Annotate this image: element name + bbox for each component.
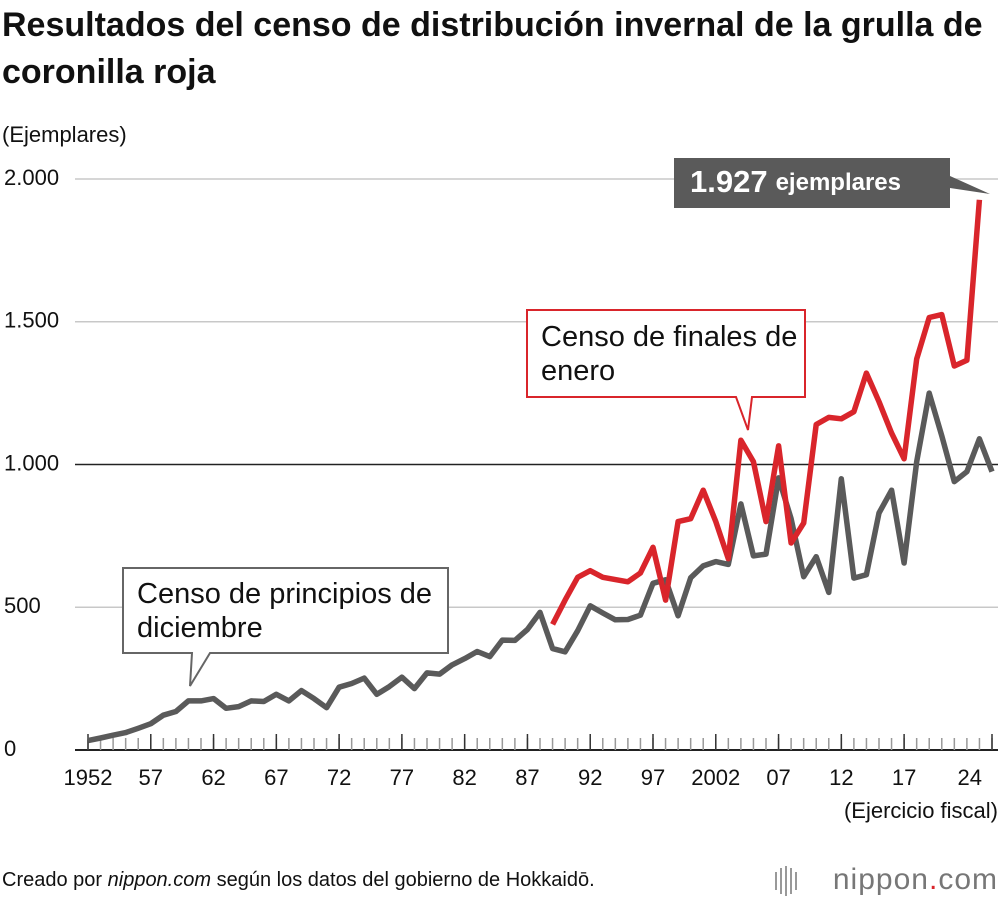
annotation-box [122, 567, 449, 687]
x-tick-label: 67 [264, 765, 288, 790]
series-line [550, 199, 983, 626]
lines [87, 199, 995, 744]
y-tick-label: 1.000 [4, 450, 59, 475]
y-tick-label: 2.000 [4, 165, 59, 190]
chart-title: Resultados del censo de distribución inv… [2, 6, 983, 91]
annotation: Censo de finales de enero [541, 321, 798, 387]
y-tick-label: 0 [4, 736, 16, 761]
callout-box [674, 158, 990, 208]
source-part: según los datos del gobierno de Hokkaidō… [211, 869, 595, 891]
annotation-box [526, 309, 806, 431]
x-tick-label: 2002 [691, 765, 740, 790]
x-tick-label: 1952 [64, 765, 113, 790]
source-part: nippon.com [108, 869, 211, 891]
x-tick-label: 57 [139, 765, 163, 790]
title-box: Resultados del censo de distribución inv… [2, 6, 983, 91]
x-tick-label: 82 [452, 765, 476, 790]
x-tick-label: 97 [641, 765, 665, 790]
logo-part: . [929, 863, 938, 896]
logo-part: nippon [833, 863, 929, 896]
x-tick-label: 87 [515, 765, 539, 790]
y-axis-label: (Ejemplares) [2, 122, 127, 147]
y-tick-label: 500 [4, 593, 41, 618]
x-tick-label: 07 [766, 765, 790, 790]
y-tick-label: 1.500 [4, 308, 59, 333]
logo: nippon.com [833, 863, 998, 896]
x-tick-label: 24 [958, 765, 982, 790]
source: Creado por nippon.com según los datos de… [2, 869, 595, 891]
x-tick-label: 77 [390, 765, 414, 790]
annotation: Censo de principios de diciembre [137, 578, 433, 644]
x-tick-label: 92 [578, 765, 602, 790]
x-tick-label: 62 [201, 765, 225, 790]
logo-part: com [938, 863, 998, 896]
value-label-unit: ejemplares [776, 169, 901, 196]
grid: 0 500 1.000 1.500 2.000 1952 57 62 67 72 77 82 87 92 9… [4, 165, 998, 790]
x-tick-label: 12 [829, 765, 853, 790]
value-label: 1.927 [690, 164, 768, 199]
x-tick-label: 17 [892, 765, 916, 790]
series-line [87, 390, 995, 744]
callout-text: 1.927 ejemplares [690, 164, 901, 199]
x-axis-label: (Ejercicio fiscal) [844, 798, 998, 823]
x-tick-label: 72 [327, 765, 351, 790]
source-part: Creado por [2, 869, 108, 891]
logo-icon [775, 866, 797, 896]
